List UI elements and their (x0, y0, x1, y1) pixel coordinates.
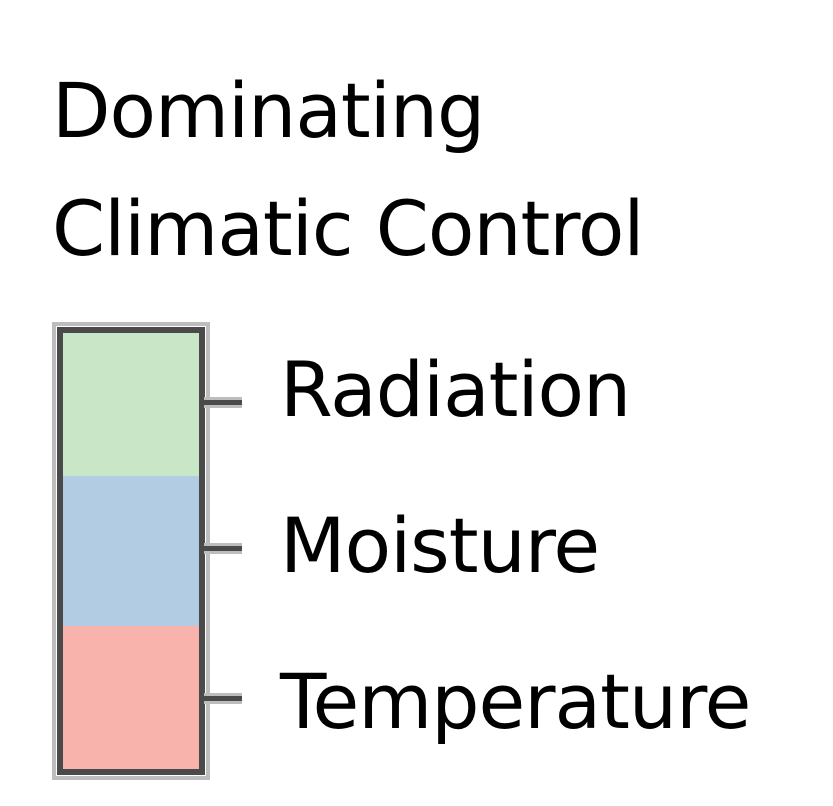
legend-swatch-moisture (60, 476, 202, 626)
legend-title-line-2: Climatic Control (52, 184, 644, 273)
legend-swatch-radiation (60, 330, 202, 476)
legend-label-temperature: Temperature (280, 657, 751, 746)
legend-title: Dominating Climatic Control (52, 52, 644, 288)
legend-swatch-temperature (60, 626, 202, 772)
legend-label-radiation: Radiation (280, 345, 631, 434)
color-legend-bar (52, 322, 210, 780)
legend-label-moisture: Moisture (280, 501, 600, 590)
legend-tick-radiation (204, 397, 242, 408)
legend-tick-moisture (204, 543, 242, 554)
legend-title-line-1: Dominating (52, 66, 485, 155)
legend-tick-temperature (204, 693, 242, 704)
